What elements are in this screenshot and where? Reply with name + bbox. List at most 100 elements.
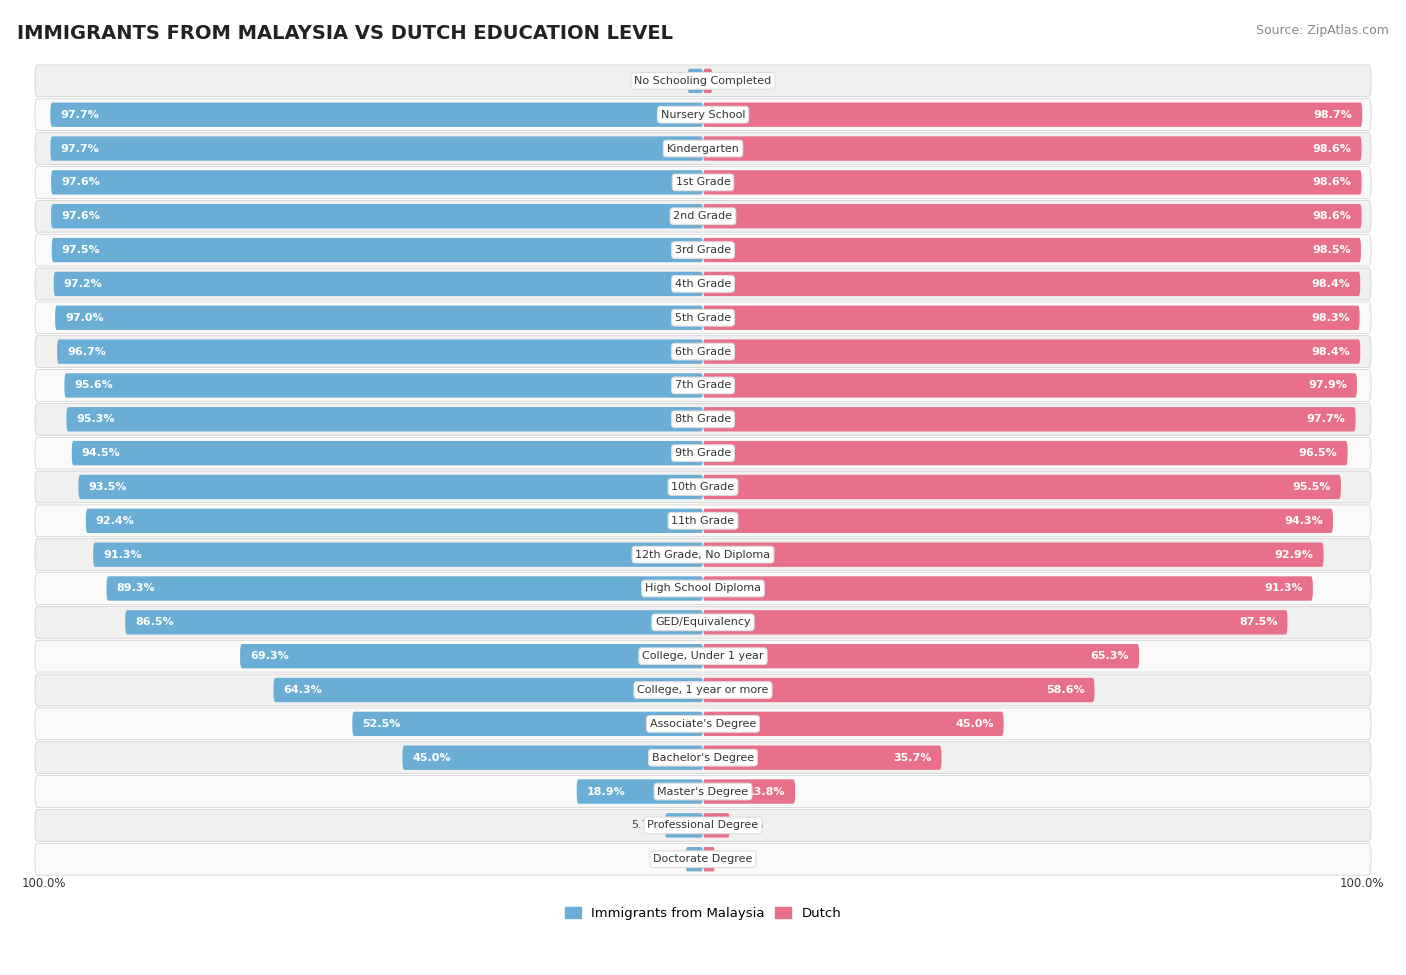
FancyBboxPatch shape bbox=[35, 335, 1371, 368]
Text: 92.9%: 92.9% bbox=[1275, 550, 1313, 560]
Text: 95.6%: 95.6% bbox=[75, 380, 114, 390]
Text: 8th Grade: 8th Grade bbox=[675, 414, 731, 424]
Text: 1.4%: 1.4% bbox=[717, 76, 747, 86]
Text: 69.3%: 69.3% bbox=[250, 651, 288, 661]
Text: 45.0%: 45.0% bbox=[412, 753, 451, 762]
FancyBboxPatch shape bbox=[35, 776, 1371, 807]
FancyBboxPatch shape bbox=[665, 813, 703, 838]
FancyBboxPatch shape bbox=[703, 779, 796, 803]
Text: 91.3%: 91.3% bbox=[103, 550, 142, 560]
Text: 97.6%: 97.6% bbox=[60, 212, 100, 221]
FancyBboxPatch shape bbox=[35, 98, 1371, 131]
FancyBboxPatch shape bbox=[703, 68, 713, 93]
Text: No Schooling Completed: No Schooling Completed bbox=[634, 76, 772, 86]
Text: 45.0%: 45.0% bbox=[955, 719, 994, 729]
FancyBboxPatch shape bbox=[35, 708, 1371, 740]
Text: 100.0%: 100.0% bbox=[1340, 878, 1385, 890]
FancyBboxPatch shape bbox=[35, 505, 1371, 536]
Text: 5.7%: 5.7% bbox=[631, 820, 659, 831]
FancyBboxPatch shape bbox=[58, 339, 703, 364]
FancyBboxPatch shape bbox=[35, 234, 1371, 266]
FancyBboxPatch shape bbox=[35, 268, 1371, 300]
Text: 11th Grade: 11th Grade bbox=[672, 516, 734, 526]
FancyBboxPatch shape bbox=[35, 167, 1371, 198]
Text: 64.3%: 64.3% bbox=[284, 685, 322, 695]
Text: Professional Degree: Professional Degree bbox=[647, 820, 759, 831]
FancyBboxPatch shape bbox=[703, 509, 1333, 533]
Text: 97.2%: 97.2% bbox=[63, 279, 103, 289]
Text: Doctorate Degree: Doctorate Degree bbox=[654, 854, 752, 864]
FancyBboxPatch shape bbox=[703, 238, 1361, 262]
FancyBboxPatch shape bbox=[107, 576, 703, 601]
Text: 6th Grade: 6th Grade bbox=[675, 346, 731, 357]
Text: 97.7%: 97.7% bbox=[60, 110, 100, 120]
FancyBboxPatch shape bbox=[703, 408, 1355, 432]
Text: 13.8%: 13.8% bbox=[747, 787, 785, 797]
Text: Nursery School: Nursery School bbox=[661, 110, 745, 120]
FancyBboxPatch shape bbox=[686, 847, 703, 872]
FancyBboxPatch shape bbox=[703, 136, 1361, 161]
FancyBboxPatch shape bbox=[35, 437, 1371, 469]
Text: 18.9%: 18.9% bbox=[586, 787, 626, 797]
FancyBboxPatch shape bbox=[353, 712, 703, 736]
FancyBboxPatch shape bbox=[274, 678, 703, 702]
FancyBboxPatch shape bbox=[703, 204, 1361, 228]
Text: 1st Grade: 1st Grade bbox=[676, 177, 730, 187]
FancyBboxPatch shape bbox=[35, 370, 1371, 402]
FancyBboxPatch shape bbox=[35, 843, 1371, 876]
FancyBboxPatch shape bbox=[35, 539, 1371, 570]
Text: High School Diploma: High School Diploma bbox=[645, 583, 761, 594]
FancyBboxPatch shape bbox=[35, 404, 1371, 435]
FancyBboxPatch shape bbox=[52, 238, 703, 262]
Text: 98.5%: 98.5% bbox=[1312, 245, 1351, 255]
Text: 98.7%: 98.7% bbox=[1313, 110, 1353, 120]
FancyBboxPatch shape bbox=[703, 712, 1004, 736]
Text: 9th Grade: 9th Grade bbox=[675, 448, 731, 458]
Text: 93.5%: 93.5% bbox=[89, 482, 127, 492]
FancyBboxPatch shape bbox=[72, 441, 703, 465]
FancyBboxPatch shape bbox=[35, 606, 1371, 639]
FancyBboxPatch shape bbox=[53, 272, 703, 296]
FancyBboxPatch shape bbox=[35, 133, 1371, 165]
Text: 10th Grade: 10th Grade bbox=[672, 482, 734, 492]
Text: 52.5%: 52.5% bbox=[363, 719, 401, 729]
FancyBboxPatch shape bbox=[703, 305, 1360, 330]
Text: 3rd Grade: 3rd Grade bbox=[675, 245, 731, 255]
Legend: Immigrants from Malaysia, Dutch: Immigrants from Malaysia, Dutch bbox=[560, 902, 846, 925]
FancyBboxPatch shape bbox=[51, 171, 703, 195]
Text: 87.5%: 87.5% bbox=[1239, 617, 1278, 627]
Text: 97.7%: 97.7% bbox=[1306, 414, 1346, 424]
FancyBboxPatch shape bbox=[703, 339, 1360, 364]
FancyBboxPatch shape bbox=[35, 742, 1371, 773]
Text: 4th Grade: 4th Grade bbox=[675, 279, 731, 289]
Text: 86.5%: 86.5% bbox=[135, 617, 174, 627]
Text: 7th Grade: 7th Grade bbox=[675, 380, 731, 390]
Text: 97.9%: 97.9% bbox=[1308, 380, 1347, 390]
Text: 96.5%: 96.5% bbox=[1299, 448, 1337, 458]
FancyBboxPatch shape bbox=[703, 441, 1347, 465]
FancyBboxPatch shape bbox=[703, 813, 730, 838]
Text: 12th Grade, No Diploma: 12th Grade, No Diploma bbox=[636, 550, 770, 560]
Text: Kindergarten: Kindergarten bbox=[666, 143, 740, 153]
Text: 98.3%: 98.3% bbox=[1310, 313, 1350, 323]
Text: 94.3%: 94.3% bbox=[1284, 516, 1323, 526]
FancyBboxPatch shape bbox=[703, 847, 716, 872]
Text: Associate's Degree: Associate's Degree bbox=[650, 719, 756, 729]
FancyBboxPatch shape bbox=[55, 305, 703, 330]
Text: College, 1 year or more: College, 1 year or more bbox=[637, 685, 769, 695]
FancyBboxPatch shape bbox=[35, 572, 1371, 604]
Text: 98.6%: 98.6% bbox=[1313, 212, 1351, 221]
FancyBboxPatch shape bbox=[51, 136, 703, 161]
FancyBboxPatch shape bbox=[35, 641, 1371, 672]
FancyBboxPatch shape bbox=[576, 779, 703, 803]
FancyBboxPatch shape bbox=[66, 408, 703, 432]
Text: 4.0%: 4.0% bbox=[735, 820, 763, 831]
Text: 35.7%: 35.7% bbox=[893, 753, 931, 762]
Text: 5th Grade: 5th Grade bbox=[675, 313, 731, 323]
Text: Bachelor's Degree: Bachelor's Degree bbox=[652, 753, 754, 762]
FancyBboxPatch shape bbox=[703, 542, 1323, 566]
FancyBboxPatch shape bbox=[703, 678, 1094, 702]
Text: 97.0%: 97.0% bbox=[65, 313, 104, 323]
FancyBboxPatch shape bbox=[703, 576, 1313, 601]
Text: 2nd Grade: 2nd Grade bbox=[673, 212, 733, 221]
